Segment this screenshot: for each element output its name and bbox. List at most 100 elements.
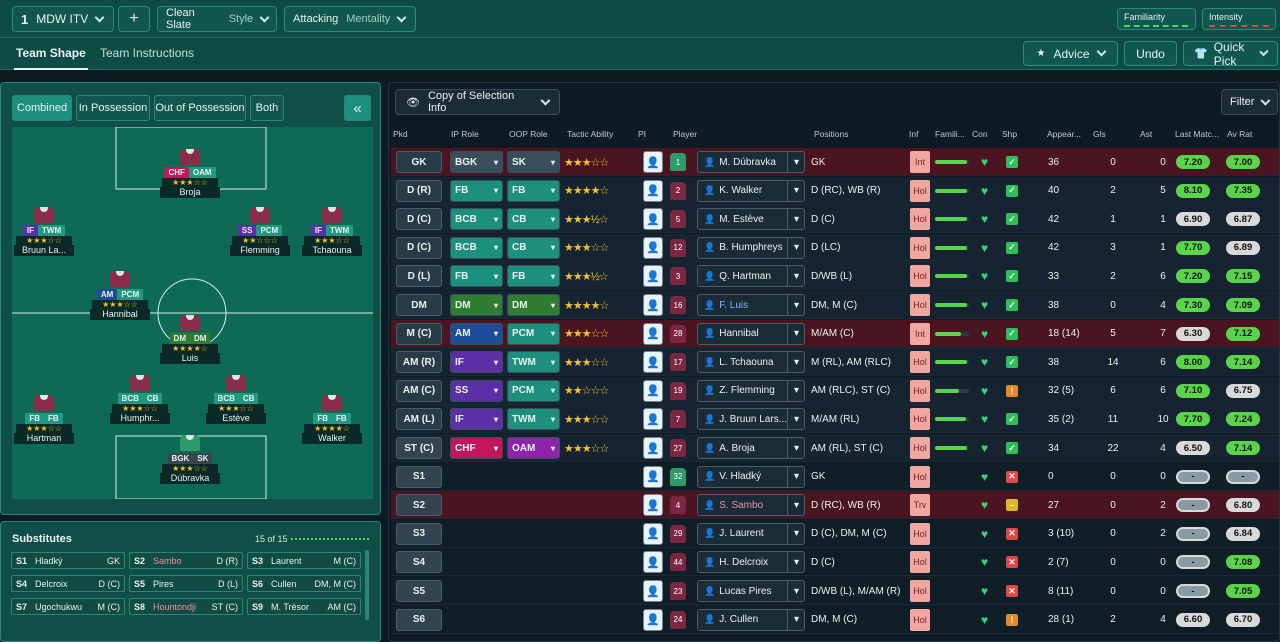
substitute-item[interactable]: S9 M. Trésor AM (C) — [247, 598, 361, 615]
substitute-item[interactable]: S5 Pires D (L) — [129, 575, 243, 592]
tactic-selector[interactable]: 1 MDW ITV — [12, 6, 114, 32]
ip-role-select[interactable]: CHF ▾ — [450, 437, 503, 459]
table-row[interactable]: GK BGK ▾ SK ▾ ★★★☆☆ 👤 1 👤 M. Dúbravka ▾ GK Int ♥ ✓ 36 0 0… — [391, 148, 1279, 176]
player-select[interactable]: 👤 H. Delcroix — [697, 551, 805, 574]
view-tab-both[interactable]: Both — [250, 95, 284, 121]
table-row[interactable]: S1 👤 32 👤 V. Hladký ▾ GK Hol ♥ ✕ 0 0 0- - — [391, 462, 1279, 491]
table-row[interactable]: S3 👤 29 👤 J. Laurent ▾ D (C), DM, M (C) Hol ♥ ✕ 3 … — [391, 519, 1279, 548]
player-select[interactable]: 👤 J. Bruun Lars... — [697, 408, 805, 431]
add-tactic-button[interactable]: + — [118, 6, 150, 32]
player-select[interactable]: 👤 B. Humphreys — [697, 236, 805, 259]
oop-role-select[interactable]: PCM ▾ — [507, 379, 560, 402]
pitch-player[interactable]: BCB CB ★★★☆☆ Estève — [204, 375, 268, 424]
chevron-down-icon[interactable]: ▾ — [787, 180, 805, 201]
picked-position[interactable]: S6 — [396, 608, 442, 631]
chevron-down-icon[interactable]: ▾ — [787, 152, 805, 172]
player-select[interactable]: 👤 Hannibal — [697, 322, 805, 345]
chevron-down-icon[interactable]: ▾ — [787, 609, 805, 630]
table-row[interactable]: AM (R) IF ▾ TWM ▾ ★★★☆☆ 👤 17 👤 L. Tchaouna ▾ M (RL)… — [391, 348, 1279, 377]
substitute-item[interactable]: S7 Ugochukwu M (C) — [11, 598, 125, 615]
picked-position[interactable]: S2 — [396, 494, 442, 517]
pitch-player[interactable]: BGK SK ★★★☆☆ Dúbravka — [158, 435, 222, 484]
chevron-down-icon[interactable]: ▾ — [787, 295, 805, 315]
mentality-selector[interactable]: Attacking Mentality — [284, 6, 416, 32]
player-instructions-icon[interactable]: 👤 — [643, 265, 663, 288]
pitch-player[interactable]: AM PCM ★★★☆☆ Hannibal — [88, 271, 152, 320]
chevron-down-icon[interactable]: ▾ — [787, 495, 805, 516]
picked-position[interactable]: D (L) — [396, 265, 442, 288]
substitute-item[interactable]: S3 Laurent M (C) — [247, 552, 361, 569]
tab-team-shape[interactable]: Team Shape — [14, 38, 88, 70]
ip-role-select[interactable]: BCB ▾ — [450, 208, 503, 231]
player-instructions-icon[interactable]: 👤 — [643, 179, 663, 202]
pitch-player[interactable]: IF TWM ★★★☆☆ Tchaouna — [300, 207, 364, 256]
player-select[interactable]: 👤 Q. Hartman — [697, 265, 805, 288]
player-select[interactable]: 👤 M. Estève — [697, 208, 805, 231]
advice-button[interactable]: ★ Advice — [1023, 41, 1118, 66]
table-row[interactable]: AM (C) SS ▾ PCM ▾ ★★☆☆☆ 👤 19 👤 Z. Flemming ▾ AM (RL… — [391, 376, 1279, 405]
picked-position[interactable]: ST (C) — [396, 437, 442, 459]
oop-role-select[interactable]: TWM ▾ — [507, 351, 560, 374]
ip-role-select[interactable]: AM ▾ — [450, 322, 503, 345]
table-row[interactable]: D (C) BCB ▾ CB ▾ ★★★½☆ 👤 5 👤 M. Estève ▾ D (C) Hol ♥ ✓… — [391, 205, 1279, 234]
column-header[interactable]: Inf — [909, 129, 919, 139]
player-instructions-icon[interactable]: 👤 — [643, 379, 663, 402]
column-header[interactable]: Pkd — [393, 129, 408, 139]
table-row[interactable]: S2 👤 4 👤 S. Sambo ▾ D (RC), WB (R) Trv ♥ –27 0 2-6.… — [391, 491, 1279, 520]
column-header[interactable]: OOP Role — [509, 129, 548, 139]
chevron-down-icon[interactable]: ▾ — [787, 380, 805, 401]
collapse-icon[interactable]: « — [344, 95, 371, 121]
table-row[interactable]: D (C) BCB ▾ CB ▾ ★★★☆☆ 👤 12 👤 B. Humphreys ▾ D (LC)… — [391, 233, 1279, 262]
player-select[interactable]: 👤 J. Cullen — [697, 608, 805, 631]
ip-role-select[interactable]: BGK ▾ — [450, 151, 503, 173]
chevron-down-icon[interactable]: ▾ — [787, 523, 805, 544]
substitute-item[interactable]: S1 Hladký GK — [11, 552, 125, 569]
chevron-down-icon[interactable]: ▾ — [787, 409, 805, 430]
substitute-item[interactable]: S2 Sambo D (R) — [129, 552, 243, 569]
player-instructions-icon[interactable]: 👤 — [643, 494, 663, 517]
view-selector[interactable]: 👁 Copy of Selection Info — [395, 89, 560, 115]
player-select[interactable]: 👤 M. Dúbravka — [697, 151, 805, 173]
player-select[interactable]: 👤 Z. Flemming — [697, 379, 805, 402]
column-header[interactable]: Positions — [814, 129, 849, 139]
pitch-player[interactable]: BCB CB ★★★☆☆ Humphr... — [108, 375, 172, 424]
pitch-player[interactable]: DM DM ★★★★☆ Luis — [158, 315, 222, 364]
chevron-down-icon[interactable]: ▾ — [787, 552, 805, 573]
picked-position[interactable]: S4 — [396, 551, 442, 574]
view-tab-in-possession[interactable]: In Possession — [76, 95, 150, 121]
ip-role-select[interactable]: SS ▾ — [450, 379, 503, 402]
player-select[interactable]: 👤 A. Broja — [697, 437, 805, 459]
table-row[interactable]: DM DM ▾ DM ▾ ★★★★☆ 👤 16 👤 F. Luis ▾ DM, M (C) Hol ♥ ✓ 3… — [391, 291, 1279, 319]
familiarity-meter[interactable]: Familiarity — [1117, 8, 1196, 30]
picked-position[interactable]: S1 — [396, 465, 442, 488]
picked-position[interactable]: D (C) — [396, 236, 442, 259]
column-header[interactable]: Player — [673, 129, 698, 139]
style-selector[interactable]: Clean Slate Style — [157, 6, 277, 32]
tab-team-instructions[interactable]: Team Instructions — [100, 46, 195, 60]
column-header[interactable]: Av Rat — [1227, 129, 1253, 139]
player-instructions-icon[interactable]: 👤 — [643, 580, 663, 602]
column-header[interactable]: Tactic Ability — [567, 129, 614, 139]
player-select[interactable]: 👤 F. Luis — [697, 294, 805, 316]
player-select[interactable]: 👤 Lucas Pires — [697, 580, 805, 602]
table-row[interactable]: S4 👤 44 👤 H. Delcroix ▾ D (C) Hol ♥ ✕ 2 (7) 0 0-7.08 — [391, 548, 1279, 577]
pitch-player[interactable]: CHF OAM ★★★☆☆ Broja — [158, 149, 222, 198]
picked-position[interactable]: AM (R) — [396, 351, 442, 374]
column-header[interactable]: Last Matc... — [1175, 129, 1219, 139]
player-select[interactable]: 👤 L. Tchaouna — [697, 351, 805, 374]
ip-role-select[interactable]: IF ▾ — [450, 408, 503, 431]
pitch-player[interactable]: SS PCM ★★☆☆☆ Flemming — [228, 207, 292, 256]
ip-role-select[interactable]: FB ▾ — [450, 179, 503, 202]
picked-position[interactable]: S5 — [396, 580, 442, 602]
substitute-item[interactable]: S4 Delcroix D (C) — [11, 575, 125, 592]
oop-role-select[interactable]: FB ▾ — [507, 179, 560, 202]
table-row[interactable]: S6 👤 24 👤 J. Cullen ▾ DM, M (C) Hol ♥! 28 (1) 2 4 6.… — [391, 605, 1279, 634]
table-row[interactable]: M (C) AM ▾ PCM ▾ ★★★☆☆ 👤 28 👤 Hannibal ▾ M/AM (C) In… — [391, 319, 1279, 348]
picked-position[interactable]: M (C) — [396, 322, 442, 345]
chevron-down-icon[interactable]: ▾ — [787, 466, 805, 487]
ip-role-select[interactable]: FB ▾ — [450, 265, 503, 288]
oop-role-select[interactable]: CB ▾ — [507, 236, 560, 259]
oop-role-select[interactable]: PCM ▾ — [507, 322, 560, 345]
table-row[interactable]: AM (L) IF ▾ TWM ▾ ★★★☆☆ 👤 7 👤 J. Bruun Lars... ▾ M/… — [391, 405, 1279, 434]
column-header[interactable]: Famili... — [935, 129, 965, 139]
